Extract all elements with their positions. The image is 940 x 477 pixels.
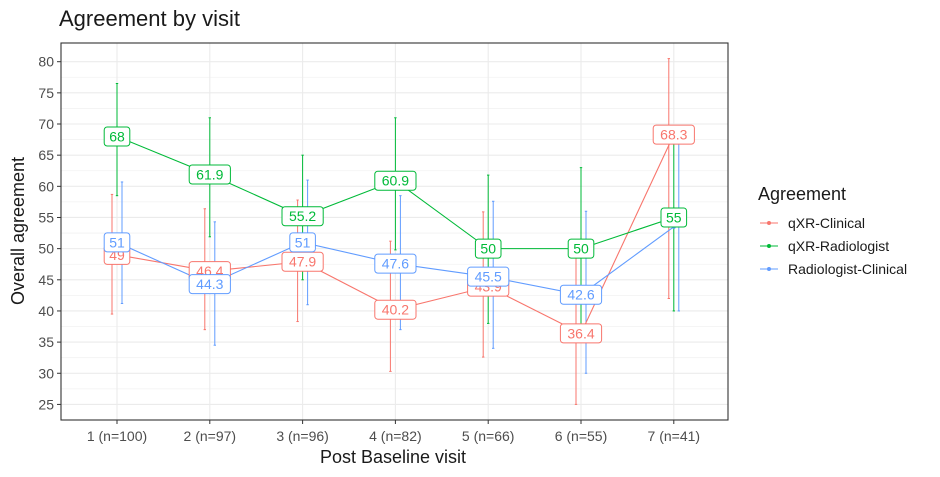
data-label-box <box>660 207 688 228</box>
data-label-box <box>567 238 595 259</box>
legend-label: Radiologist-Clinical <box>788 261 907 277</box>
x-tick-label: 1 (n=100) <box>87 428 147 444</box>
y-tick-label: 70 <box>38 116 54 132</box>
data-label-box <box>103 232 131 253</box>
data-label-box <box>467 266 510 287</box>
y-tick-label: 55 <box>38 209 54 225</box>
plot-area: 25 30 35 40 45 50 55 60 65 70 75 80 1 (n=100) 2 (n=97… <box>38 42 729 444</box>
x-tick-label: 2 (n=97) <box>184 428 237 444</box>
y-tick-label: 65 <box>38 147 54 163</box>
legend-key-point <box>767 267 771 271</box>
data-label: 40.2 <box>374 299 417 320</box>
data-label: 68 <box>103 126 131 147</box>
data-label-box <box>281 206 324 227</box>
legend-label: qXR-Radiologist <box>788 238 889 254</box>
data-label-text: 36.4 <box>567 325 594 341</box>
data-label: 68.3 <box>652 124 695 145</box>
x-axis-title: Post Baseline visit <box>320 447 466 467</box>
data-label-text: 68.3 <box>660 127 687 143</box>
data-label-text: 50 <box>480 241 496 257</box>
data-label-text: 55 <box>666 209 682 225</box>
legend-label: qXR-Clinical <box>788 215 865 231</box>
legend-key-point <box>767 244 771 248</box>
data-label-box <box>374 170 417 191</box>
x-tick-label: 3 (n=96) <box>276 428 329 444</box>
legend-item: qXR-Clinical <box>760 215 865 231</box>
data-label-text: 47.6 <box>382 256 409 272</box>
data-label-text: 40.2 <box>382 302 409 318</box>
data-label-box <box>559 323 603 344</box>
x-tick-label: 6 (n=55) <box>555 428 608 444</box>
y-tick-label: 60 <box>38 178 54 194</box>
data-label-text: 60.9 <box>382 173 409 189</box>
legend: Agreement qXR-Clinical qXR-Radiologist Rad… <box>758 184 907 277</box>
data-label-text: 44.3 <box>196 276 223 292</box>
data-label: 61.9 <box>188 164 231 185</box>
panel-background <box>61 43 728 420</box>
data-label-text: 47.9 <box>289 254 316 270</box>
data-label: 51 <box>103 232 131 253</box>
data-label-box <box>559 284 603 305</box>
y-axis-title: Overall agreement <box>8 157 28 305</box>
data-label-box <box>374 253 417 274</box>
data-label-text: 68 <box>109 128 125 144</box>
data-label-box <box>474 238 502 259</box>
data-label: 50 <box>474 238 502 259</box>
x-tick-label: 7 (n=41) <box>648 428 701 444</box>
y-tick-label: 40 <box>38 303 54 319</box>
y-tick-label: 75 <box>38 85 54 101</box>
data-label: 47.6 <box>374 253 417 274</box>
y-tick-label: 35 <box>38 334 54 350</box>
legend-key-point <box>767 221 771 225</box>
y-tick-label: 30 <box>38 365 54 381</box>
chart-title: Agreement by visit <box>59 6 240 31</box>
y-tick-label: 45 <box>38 272 54 288</box>
data-label-text: 50 <box>573 241 589 257</box>
y-tick-label: 50 <box>38 241 54 257</box>
data-label-text: 61.9 <box>196 166 223 182</box>
data-label: 60.9 <box>374 170 417 191</box>
data-label: 50 <box>567 238 595 259</box>
data-label-box <box>374 299 417 320</box>
data-label: 51 <box>289 232 316 253</box>
data-label-box <box>103 126 131 147</box>
y-tick-label: 80 <box>38 54 54 70</box>
data-label-box <box>188 164 231 185</box>
legend-title: Agreement <box>758 184 846 204</box>
legend-item: Radiologist-Clinical <box>760 261 907 277</box>
legend-item: qXR-Radiologist <box>760 238 889 254</box>
data-label-text: 51 <box>109 234 125 250</box>
data-label: 42.6 <box>559 284 603 305</box>
data-label-box <box>289 232 316 253</box>
data-label: 45.5 <box>467 266 510 287</box>
y-tick-label: 25 <box>38 396 54 412</box>
data-label-box <box>188 274 231 295</box>
panel-border <box>60 42 729 421</box>
data-label: 55 <box>660 207 688 228</box>
data-label: 47.9 <box>281 251 324 272</box>
x-tick-label: 5 (n=66) <box>462 428 515 444</box>
data-label-text: 51 <box>295 234 311 250</box>
data-label-text: 55.2 <box>289 208 316 224</box>
data-label-text: 45.5 <box>475 269 502 285</box>
data-label-text: 42.6 <box>567 287 594 303</box>
data-label: 44.3 <box>188 274 231 295</box>
data-label-box <box>652 124 695 145</box>
x-tick-label: 4 (n=82) <box>369 428 422 444</box>
data-label: 36.4 <box>559 323 603 344</box>
data-label: 55.2 <box>281 206 324 227</box>
